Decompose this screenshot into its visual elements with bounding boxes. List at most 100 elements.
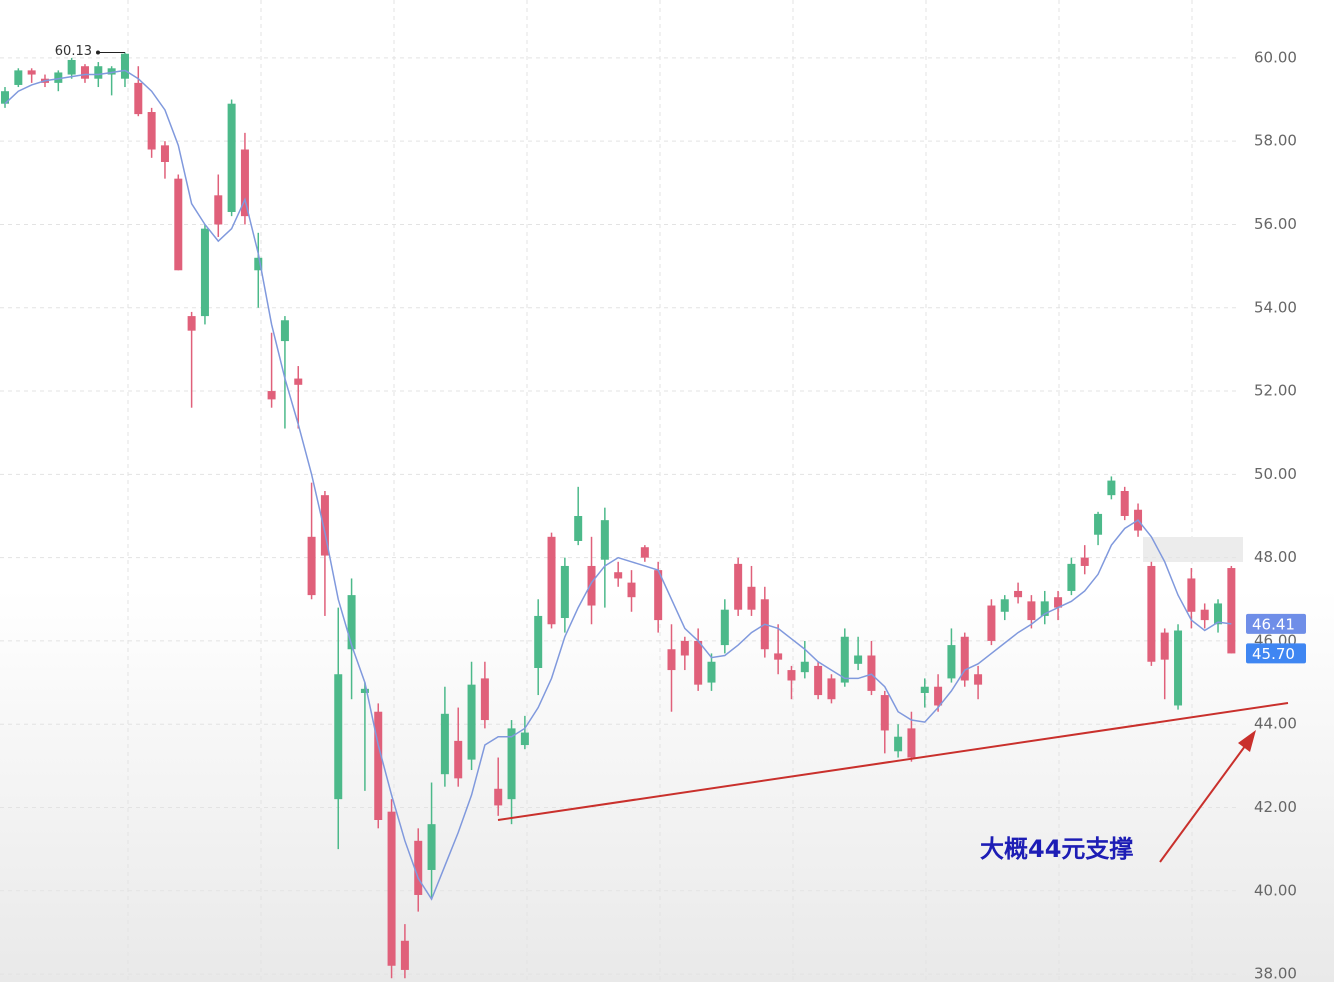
price-tag-label: 46.41 [1252, 615, 1295, 633]
candle-body [1, 91, 9, 104]
arrow-shaft [1159, 741, 1249, 863]
annotation: 大概44元支撑 [980, 835, 1133, 863]
y-tick-label: 48.00 [1254, 548, 1297, 566]
candle-body [1187, 578, 1196, 612]
candle-body [867, 655, 876, 691]
candle-body [67, 59, 76, 75]
candle-body [494, 788, 503, 806]
support-line [497, 701, 1289, 821]
y-tick-label: 42.00 [1254, 798, 1297, 816]
candle-body [947, 645, 956, 679]
candle-body [907, 728, 916, 758]
candle-body [120, 53, 129, 79]
candle-body [14, 70, 23, 85]
y-tick-label: 44.00 [1254, 715, 1297, 733]
candle-body [520, 732, 529, 746]
candle-body [94, 66, 103, 79]
candle-body [600, 520, 609, 560]
candle-body [414, 840, 423, 895]
candle-body [1000, 599, 1009, 612]
y-tick-label: 52.00 [1254, 382, 1297, 400]
candle-body [640, 547, 649, 558]
candle-body [147, 112, 156, 150]
candle-body [507, 728, 516, 800]
y-tick-label: 54.00 [1254, 298, 1297, 316]
candle-body [347, 595, 356, 650]
candle-body [1147, 565, 1156, 662]
candle-body [1014, 590, 1023, 598]
candle-body [254, 257, 263, 271]
candle-body [227, 103, 236, 212]
candle-body [974, 674, 983, 685]
candle-body [854, 655, 863, 664]
candle-body [960, 636, 969, 681]
candle-body [467, 684, 476, 760]
candle-body [1067, 563, 1076, 591]
candle-body [614, 572, 623, 579]
candle-body [654, 570, 663, 621]
candle-body [800, 661, 809, 673]
candle-body [187, 316, 196, 331]
candle-body [707, 661, 716, 683]
candle-body [987, 605, 996, 641]
candle-body [400, 940, 409, 970]
candle-body [307, 536, 316, 596]
candle-body [1214, 603, 1223, 625]
candle-body [774, 653, 783, 660]
candle-body [827, 678, 836, 700]
candle-body [267, 391, 276, 400]
candle-body [320, 495, 329, 556]
candle-body [814, 665, 823, 696]
candle-body [200, 228, 209, 317]
vertical-grid [127, 0, 1193, 982]
candle-body [174, 178, 183, 271]
candle-body [587, 565, 596, 606]
y-tick-label: 56.00 [1254, 215, 1297, 233]
y-tick-label: 58.00 [1254, 132, 1297, 150]
candle-body [747, 586, 756, 610]
candle-body [894, 736, 903, 752]
candle-body [80, 66, 89, 79]
y-tick-label: 38.00 [1254, 965, 1297, 982]
candle-body [1027, 601, 1036, 621]
price-tag-label: 45.70 [1252, 645, 1295, 663]
candle-body [1174, 630, 1183, 706]
candle-body [627, 582, 636, 598]
candle-body [734, 563, 743, 610]
candle-body [427, 824, 436, 870]
candle-body [27, 70, 36, 75]
candle-body [840, 636, 849, 683]
candle-body [360, 688, 369, 693]
candle-body [387, 811, 396, 966]
candle-body [107, 68, 116, 75]
candle-body [720, 609, 729, 646]
candle-body [934, 686, 943, 706]
candle-body [1227, 568, 1236, 654]
candle-body [880, 695, 889, 731]
candle-body [294, 378, 303, 385]
max-label: 60.13 [55, 44, 92, 59]
price-tag [1246, 643, 1306, 664]
candle-body [214, 195, 223, 225]
candle-body [574, 515, 583, 541]
candle-body [54, 72, 63, 83]
y-tick-label: 40.00 [1254, 881, 1297, 899]
candle-body [240, 149, 249, 217]
candle-body [547, 536, 556, 625]
y-tick-label: 50.00 [1254, 465, 1297, 483]
arrow-head [1238, 730, 1256, 752]
candle-body [1040, 601, 1049, 616]
candle-body [1200, 609, 1209, 621]
candle-body [440, 713, 449, 775]
candle-body [1107, 480, 1116, 496]
candle-body [534, 615, 543, 668]
candle-body [1080, 557, 1089, 566]
candle-body [694, 640, 703, 685]
candle-body [1054, 597, 1063, 608]
candle-body [787, 670, 796, 681]
candle-body [680, 640, 689, 656]
candle-body [1094, 513, 1103, 535]
candle-body [667, 649, 676, 671]
candle-body [560, 565, 569, 619]
